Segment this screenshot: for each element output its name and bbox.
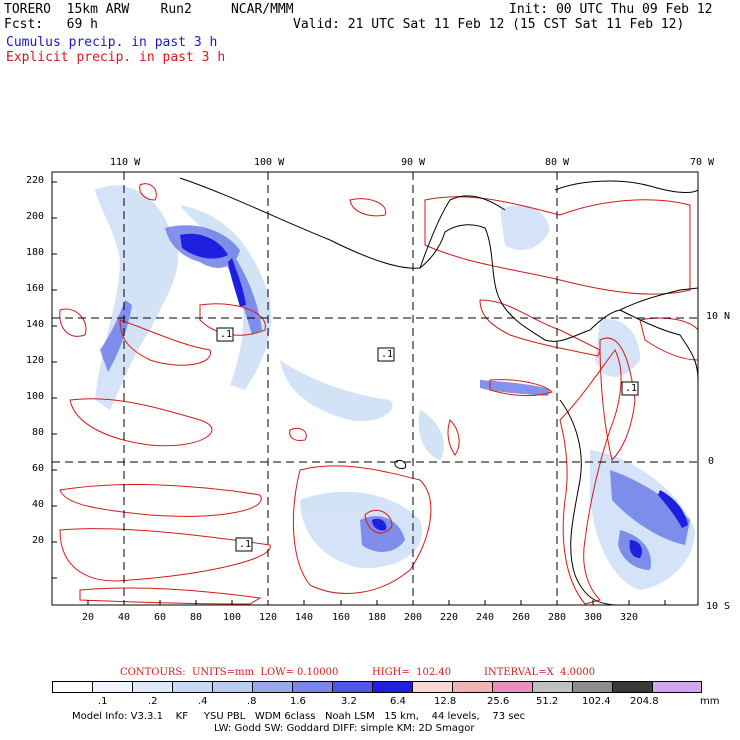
legend-swatch	[252, 681, 293, 693]
legend-label: .2	[148, 696, 158, 707]
lat-label: 0	[708, 456, 715, 467]
legend-swatch	[52, 681, 93, 693]
y-tick-label: 120	[26, 355, 45, 366]
lon-label: 90 W	[401, 157, 426, 168]
legend-label: 1.6	[290, 696, 306, 707]
lon-label: 100 W	[254, 157, 285, 168]
low-value-markers	[216, 327, 639, 552]
y-tick-label: 140	[26, 319, 45, 330]
x-tick-label: 320	[620, 612, 639, 623]
x-tick-label: 60	[154, 612, 167, 623]
low-marker-label: .1	[220, 329, 233, 340]
legend-swatch	[452, 681, 493, 693]
contour-high: HIGH= 102.40	[372, 667, 452, 678]
lon-label: 70 W	[690, 157, 715, 168]
legend-swatch	[172, 681, 213, 693]
x-tick-label: 180	[368, 612, 387, 623]
legend-label: 12.8	[434, 696, 457, 707]
y-tick-label: 40	[32, 499, 45, 510]
low-marker-label: .1	[381, 349, 394, 360]
plot-frame	[51, 171, 699, 606]
y-tick-label: 20	[32, 535, 45, 546]
legend-swatch	[572, 681, 613, 693]
x-tick-label: 20	[82, 612, 95, 623]
legend-label: .8	[247, 696, 257, 707]
legend-label: 102.4	[582, 696, 611, 707]
legend-swatch	[372, 681, 413, 693]
map-fields	[59, 177, 698, 605]
model-title: TORERO 15km ARW Run2 NCAR/MMM	[4, 2, 294, 17]
legend-label: 25.6	[487, 696, 510, 707]
legend-label: .1	[98, 696, 108, 707]
valid-time: Valid: 21 UTC Sat 11 Feb 12 (15 CST Sat …	[293, 17, 685, 32]
contour-interval: INTERVAL=X 4.0000	[484, 667, 596, 678]
x-tick-label: 220	[440, 612, 459, 623]
x-tick-label: 140	[295, 612, 314, 623]
y-tick-label: 220	[26, 175, 45, 186]
model-info: Model Info: V3.3.1 KF YSU PBL WDM 6class…	[72, 711, 526, 722]
legend-swatch	[292, 681, 333, 693]
legend-swatch	[332, 681, 373, 693]
legend-unit: mm	[700, 696, 720, 707]
y-tick-label: 180	[26, 247, 45, 258]
legend-label: .4	[198, 696, 208, 707]
axis-ticks	[52, 181, 666, 605]
lon-label: 110 W	[110, 157, 141, 168]
lat-lon-grid	[52, 172, 698, 605]
lat-label: 10 N	[706, 311, 731, 322]
legend-swatch	[532, 681, 573, 693]
contour-units: CONTOURS: UNITS=mm LOW= 0.10000	[120, 667, 339, 678]
legend-swatch	[652, 681, 702, 693]
legend-swatch	[212, 681, 253, 693]
legend-swatch	[92, 681, 133, 693]
x-tick-label: 80	[190, 612, 203, 623]
legend-label: 204.8	[630, 696, 659, 707]
x-tick-label: 260	[512, 612, 531, 623]
legend-swatch	[132, 681, 173, 693]
y-tick-label: 200	[26, 211, 45, 222]
y-tick-label: 60	[32, 463, 45, 474]
low-marker-label: .1	[239, 539, 252, 550]
lon-label: 80 W	[545, 157, 570, 168]
y-tick-label: 100	[26, 391, 45, 402]
legend-swatch	[492, 681, 533, 693]
explicit-precip-contours	[59, 183, 698, 605]
low-marker-label: .1	[625, 383, 638, 394]
x-tick-label: 40	[118, 612, 131, 623]
forecast-hour: Fcst: 69 h	[4, 17, 98, 32]
x-tick-label: 280	[548, 612, 567, 623]
model-physics: LW: Godd SW: Goddard DIFF: simple KM: 2D…	[214, 723, 475, 734]
legend-swatch	[412, 681, 453, 693]
x-tick-label: 200	[404, 612, 423, 623]
x-tick-label: 100	[223, 612, 242, 623]
cumulus-heavy-shading	[180, 233, 688, 558]
legend-label: 6.4	[390, 696, 406, 707]
x-tick-label: 120	[259, 612, 278, 623]
legend-swatch	[612, 681, 653, 693]
x-tick-label: 300	[584, 612, 603, 623]
y-tick-label: 80	[32, 427, 45, 438]
legend-label: 51.2	[536, 696, 559, 707]
y-tick-label: 160	[26, 283, 45, 294]
x-tick-label: 240	[476, 612, 495, 623]
lat-label: 10 S	[706, 601, 731, 612]
legend-label: 3.2	[341, 696, 357, 707]
explicit-legend-title: Explicit precip. in past 3 h	[6, 50, 226, 65]
x-tick-label: 160	[332, 612, 351, 623]
cumulus-legend-title: Cumulus precip. in past 3 h	[6, 35, 218, 50]
init-time: Init: 00 UTC Thu 09 Feb 12	[509, 2, 713, 17]
